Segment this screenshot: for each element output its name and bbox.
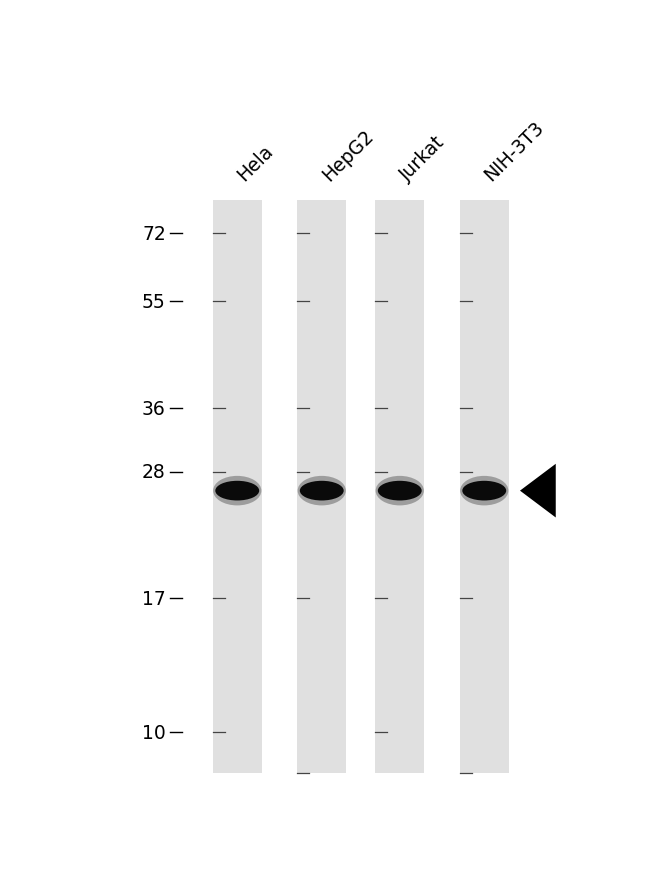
Bar <box>460 201 508 773</box>
Text: 72: 72 <box>142 224 166 243</box>
Text: NIH-3T3: NIH-3T3 <box>481 118 548 185</box>
Text: 55: 55 <box>142 292 166 311</box>
Ellipse shape <box>378 481 422 501</box>
Bar <box>376 201 424 773</box>
Ellipse shape <box>462 481 506 501</box>
Ellipse shape <box>300 481 344 501</box>
Bar <box>213 201 261 773</box>
Ellipse shape <box>460 477 508 506</box>
Text: 28: 28 <box>142 463 166 482</box>
Ellipse shape <box>215 481 259 501</box>
Text: Hela: Hela <box>234 142 278 185</box>
Text: Jurkat: Jurkat <box>396 133 448 185</box>
Text: 36: 36 <box>142 400 166 418</box>
Ellipse shape <box>213 477 261 506</box>
Bar <box>298 201 346 773</box>
Text: 17: 17 <box>142 589 166 608</box>
Text: HepG2: HepG2 <box>318 127 377 185</box>
Ellipse shape <box>376 477 424 506</box>
Ellipse shape <box>298 477 346 506</box>
Polygon shape <box>520 464 556 518</box>
Text: 10: 10 <box>142 722 166 742</box>
